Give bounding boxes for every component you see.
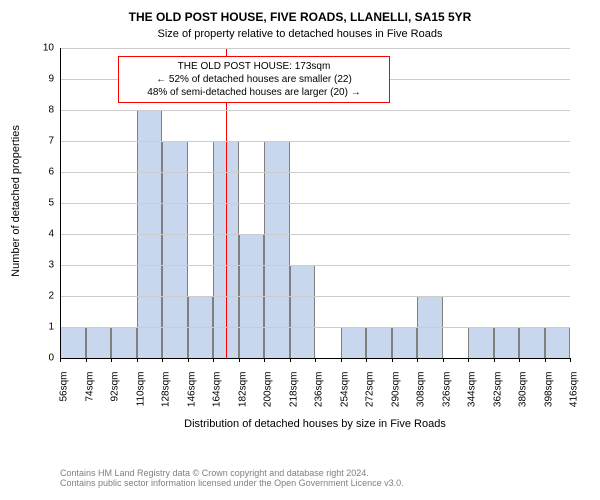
gridline xyxy=(60,234,570,235)
gridline xyxy=(60,265,570,266)
y-tick-label: 8 xyxy=(32,105,54,116)
histogram-bar xyxy=(468,327,494,358)
annotation-line: THE OLD POST HOUSE: 173sqm xyxy=(125,60,383,73)
gridline xyxy=(60,48,570,49)
x-tick-label: 290sqm xyxy=(390,372,401,422)
x-tick-label: 326sqm xyxy=(441,372,452,422)
x-axis-line xyxy=(60,358,570,359)
x-tick-label: 236sqm xyxy=(314,372,325,422)
x-tick xyxy=(570,358,571,362)
x-tick-label: 92sqm xyxy=(110,372,121,422)
x-tick-label: 200sqm xyxy=(263,372,274,422)
y-axis-label: Number of detached properties xyxy=(10,46,22,356)
x-tick-label: 380sqm xyxy=(518,372,529,422)
annotation-line: ← 52% of detached houses are smaller (22… xyxy=(125,73,383,86)
histogram-bar xyxy=(290,265,316,358)
x-tick-label: 164sqm xyxy=(212,372,223,422)
gridline xyxy=(60,296,570,297)
histogram-bar xyxy=(366,327,392,358)
gridline xyxy=(60,141,570,142)
histogram-bar xyxy=(111,327,137,358)
x-tick-label: 254sqm xyxy=(339,372,350,422)
histogram-bar xyxy=(519,327,545,358)
annotation-box: THE OLD POST HOUSE: 173sqm← 52% of detac… xyxy=(118,56,390,103)
annotation-line: 48% of semi-detached houses are larger (… xyxy=(125,86,383,99)
x-tick-label: 362sqm xyxy=(492,372,503,422)
x-tick-label: 398sqm xyxy=(543,372,554,422)
x-tick-label: 56sqm xyxy=(59,372,70,422)
y-tick-label: 1 xyxy=(32,322,54,333)
y-tick-label: 4 xyxy=(32,229,54,240)
chart-subtitle: Size of property relative to detached ho… xyxy=(0,28,600,40)
footer-line: Contains HM Land Registry data © Crown c… xyxy=(60,468,404,478)
footer-line: Contains public sector information licen… xyxy=(60,478,404,488)
y-tick-label: 3 xyxy=(32,260,54,271)
x-tick-label: 110sqm xyxy=(135,372,146,422)
gridline xyxy=(60,203,570,204)
x-tick-label: 344sqm xyxy=(467,372,478,422)
x-tick-label: 146sqm xyxy=(186,372,197,422)
y-axis-line xyxy=(60,48,61,358)
x-tick-label: 74sqm xyxy=(84,372,95,422)
y-tick-label: 2 xyxy=(32,291,54,302)
histogram-bar xyxy=(264,141,290,358)
x-axis-label: Distribution of detached houses by size … xyxy=(60,418,570,430)
histogram-bar xyxy=(545,327,571,358)
x-tick-label: 416sqm xyxy=(569,372,580,422)
y-tick-label: 0 xyxy=(32,353,54,364)
x-tick-label: 272sqm xyxy=(365,372,376,422)
footer-text: Contains HM Land Registry data © Crown c… xyxy=(60,468,404,488)
histogram-bar xyxy=(341,327,367,358)
y-tick-label: 6 xyxy=(32,167,54,178)
gridline xyxy=(60,172,570,173)
x-tick-label: 218sqm xyxy=(288,372,299,422)
x-tick-label: 308sqm xyxy=(416,372,427,422)
histogram-bar xyxy=(86,327,112,358)
x-tick-label: 128sqm xyxy=(161,372,172,422)
chart-title: THE OLD POST HOUSE, FIVE ROADS, LLANELLI… xyxy=(0,10,600,24)
chart-container: THE OLD POST HOUSE, FIVE ROADS, LLANELLI… xyxy=(0,0,600,500)
gridline xyxy=(60,327,570,328)
gridline xyxy=(60,110,570,111)
histogram-bar xyxy=(60,327,86,358)
histogram-bar xyxy=(392,327,418,358)
histogram-bar xyxy=(494,327,520,358)
histogram-bar xyxy=(162,141,188,358)
x-tick-label: 182sqm xyxy=(237,372,248,422)
y-tick-label: 10 xyxy=(32,43,54,54)
y-tick-label: 9 xyxy=(32,74,54,85)
y-tick-label: 7 xyxy=(32,136,54,147)
y-tick-label: 5 xyxy=(32,198,54,209)
